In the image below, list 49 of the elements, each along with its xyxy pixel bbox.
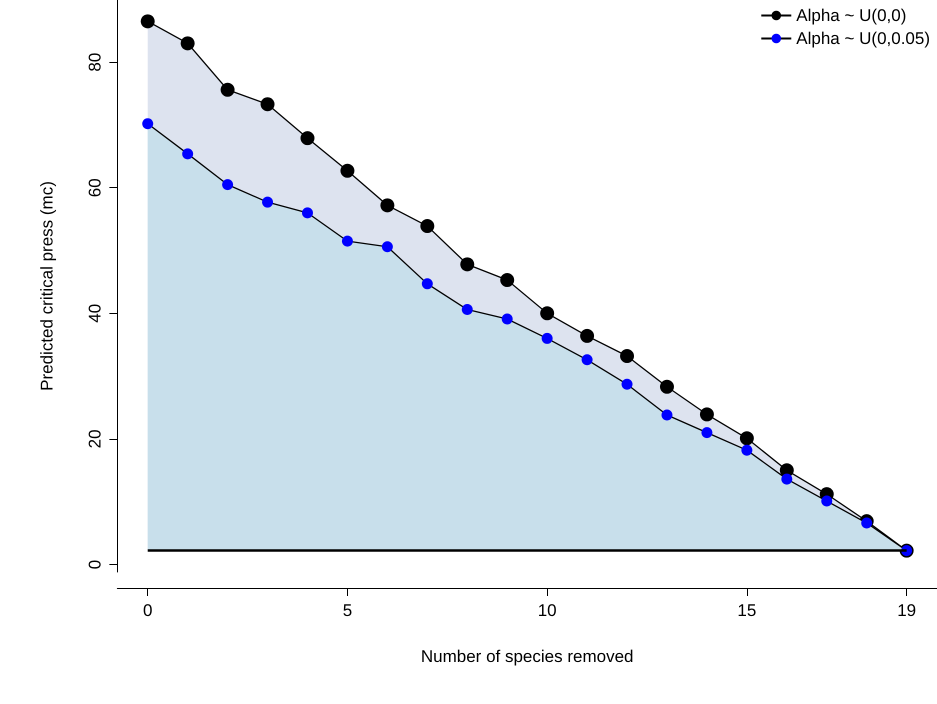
point	[260, 97, 275, 112]
point	[460, 257, 474, 272]
legend-label: Alpha ~ U(0,0.05)	[796, 29, 930, 48]
point	[340, 164, 354, 178]
point	[741, 444, 752, 456]
point	[180, 36, 195, 50]
x-tick-label: 5	[342, 601, 352, 620]
point	[420, 219, 434, 234]
point	[740, 431, 754, 446]
point	[701, 427, 712, 438]
y-axis-title: Predicted critical press (mc)	[37, 181, 56, 391]
point	[262, 196, 274, 208]
point	[222, 179, 234, 190]
point	[821, 496, 832, 507]
point	[140, 14, 155, 28]
y-tick-label: 40	[85, 304, 104, 323]
point	[861, 518, 872, 529]
point	[622, 378, 633, 390]
x-tick-label: 15	[737, 601, 756, 620]
point	[781, 474, 792, 485]
point	[422, 278, 433, 290]
y-tick-label: 20	[85, 429, 104, 448]
point	[302, 207, 313, 218]
point	[182, 148, 194, 160]
point	[502, 313, 513, 324]
point	[380, 198, 394, 212]
legend-label: Alpha ~ U(0,0)	[796, 6, 906, 25]
point	[700, 407, 714, 422]
y-tick-label: 60	[85, 178, 104, 198]
point	[142, 118, 154, 130]
point	[220, 82, 235, 97]
point	[542, 332, 553, 344]
point	[661, 410, 672, 421]
point	[660, 380, 674, 394]
x-axis-title: Number of species removed	[420, 647, 634, 666]
point	[620, 349, 634, 364]
x-tick-label: 0	[142, 601, 152, 620]
x-tick-label: 19	[897, 601, 916, 620]
y-tick-label: 0	[85, 560, 104, 570]
point	[582, 354, 593, 366]
y-tick-label: 80	[85, 52, 104, 72]
x-tick-label: 10	[538, 601, 557, 620]
point	[500, 273, 514, 288]
point	[300, 131, 314, 146]
point	[540, 306, 554, 320]
point	[382, 241, 393, 252]
point	[462, 304, 473, 316]
point	[342, 236, 353, 247]
point	[580, 328, 594, 343]
